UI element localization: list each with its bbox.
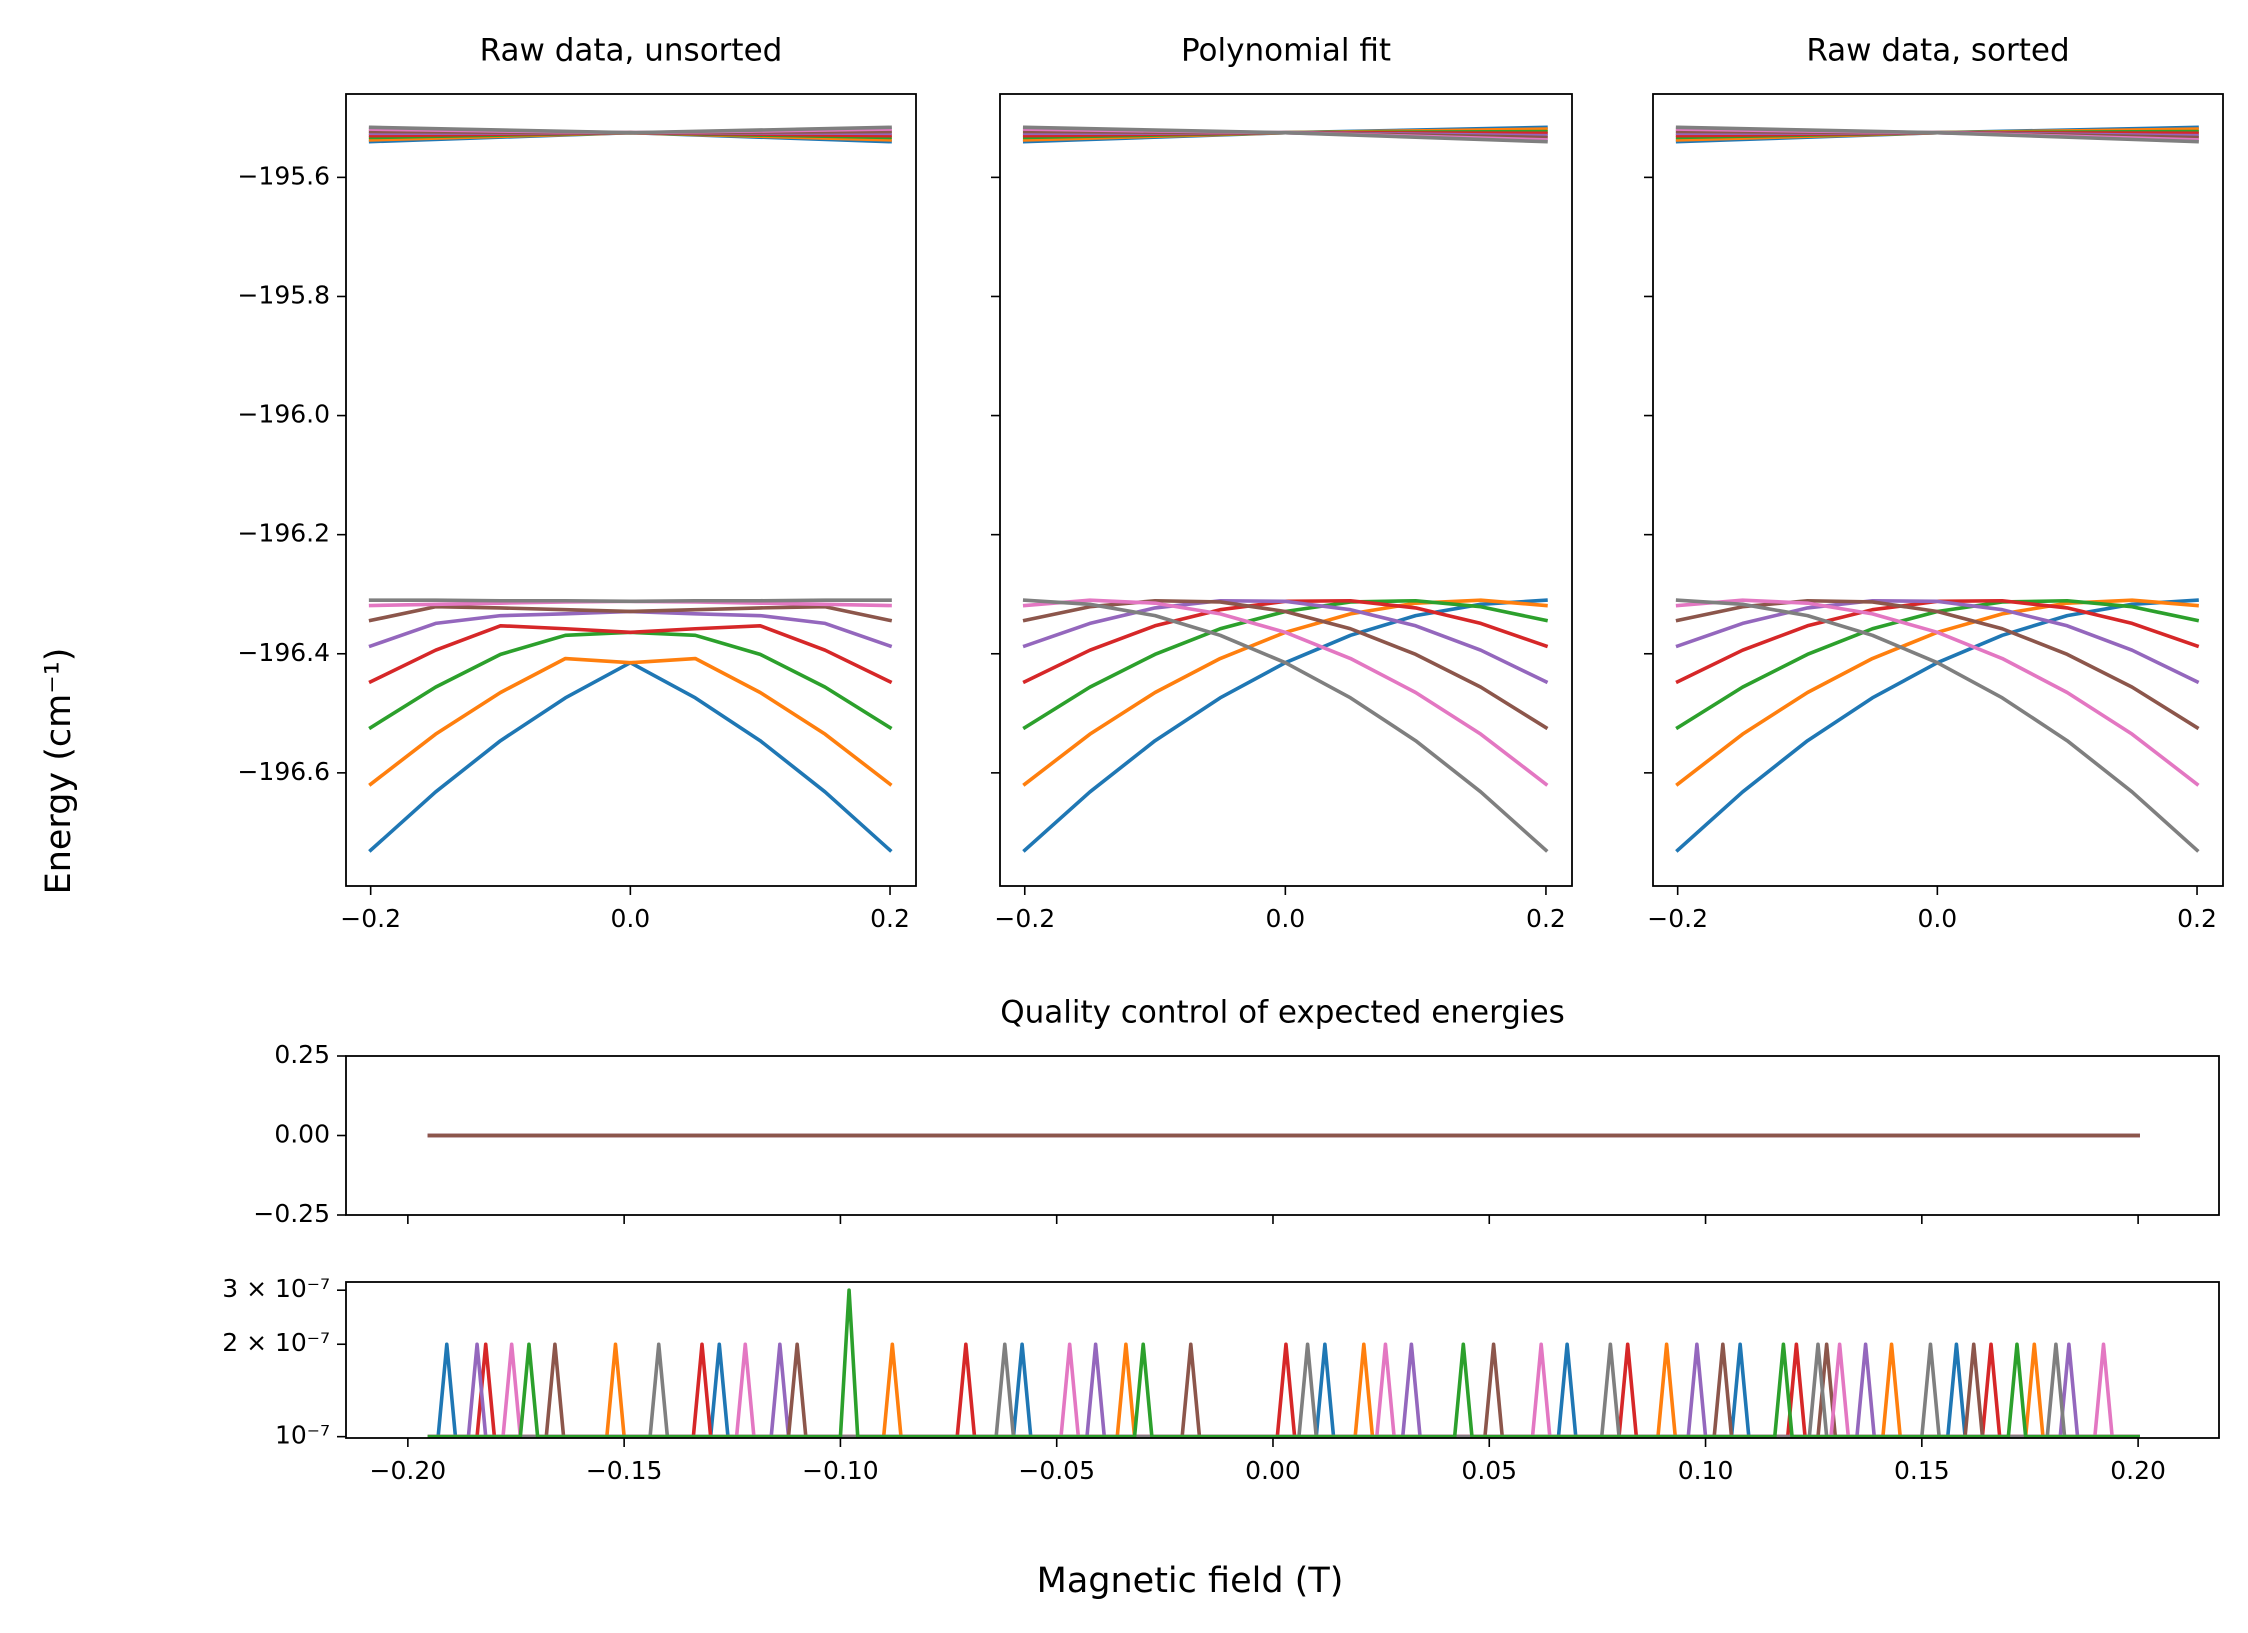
x-tick-label: 0.00 <box>1245 1456 1301 1485</box>
axes-frame <box>345 93 917 887</box>
series-line <box>368 598 892 604</box>
x-tick-label: 0.0 <box>1265 904 1305 933</box>
y-tick-label: −195.6 <box>237 161 330 190</box>
x-tick-label: 0.15 <box>1894 1456 1950 1485</box>
plot-area <box>427 1288 2140 1438</box>
series-line <box>1022 598 1549 787</box>
x-tick-label: 0.05 <box>1461 1456 1517 1485</box>
series-line <box>1675 598 2200 731</box>
x-tick-label: 0.2 <box>870 904 910 933</box>
y-tick-label: −196.6 <box>237 757 330 786</box>
axes-frame <box>999 93 1573 887</box>
subplot: Raw data, unsorted −0.2 0.0 0.2 −195.6 −195.8… <box>237 33 917 933</box>
subplot-title: Raw data, sorted <box>1806 33 2069 69</box>
y-tick-label: −195.8 <box>237 280 330 309</box>
series-line <box>427 1342 2140 1438</box>
y-tick-label: −0.25 <box>253 1199 330 1228</box>
plot-area <box>1022 125 1549 853</box>
series-line <box>368 609 893 649</box>
x-tick-label: 0.0 <box>1917 904 1957 933</box>
series-line <box>1675 598 2200 853</box>
x-tick-label: −0.05 <box>1018 1456 1095 1485</box>
x-tick-label: −0.2 <box>994 904 1055 933</box>
axes-frame <box>345 1281 2220 1439</box>
subplot-title: Polynomial fit <box>1181 33 1391 69</box>
series-line <box>368 604 893 623</box>
series-line <box>1675 598 2200 787</box>
series-line <box>1022 598 1549 853</box>
series-line <box>1675 125 2199 144</box>
x-tick-label: −0.2 <box>1647 904 1708 933</box>
y-tick-label: 0.00 <box>274 1120 330 1149</box>
x-axis-label: Magnetic field (T) <box>1037 1561 1344 1601</box>
series-line <box>1022 598 1548 787</box>
x-tick-label: −0.15 <box>586 1456 663 1485</box>
series-line <box>1022 598 1549 731</box>
series-line <box>1675 598 2199 787</box>
y-tick-label: −196.2 <box>237 519 330 548</box>
series-line <box>1022 598 1549 685</box>
subplot: Polynomial fit −0.2 0.0 0.2 <box>991 33 1573 933</box>
y-tick-label: −196.0 <box>237 400 330 429</box>
axes-frame <box>1652 93 2224 887</box>
x-tick-label: −0.2 <box>340 904 401 933</box>
subplot: Quality control of expected energies −0.2… <box>253 995 2220 1228</box>
series-line <box>368 623 893 685</box>
x-tick-label: −0.20 <box>370 1456 447 1485</box>
series-line <box>368 125 892 135</box>
series-line <box>427 1288 2140 1438</box>
x-tick-label: 0.2 <box>2177 904 2217 933</box>
series-line <box>1675 598 2200 685</box>
subplot-title: Quality control of expected energies <box>1000 995 1565 1031</box>
x-tick-label: 0.0 <box>610 904 650 933</box>
y-tick-label: 3 × 10⁻⁷ <box>222 1274 330 1303</box>
x-tick-label: −0.10 <box>802 1456 879 1485</box>
subplot: −0.20 −0.15 −0.10 −0.05 0.00 0.05 0.10 0.15 0.20… <box>222 1274 2220 1485</box>
x-tick-label: 0.20 <box>2110 1456 2166 1485</box>
plot-area <box>368 125 893 853</box>
y-tick-label: 2 × 10⁻⁷ <box>222 1328 330 1357</box>
y-tick-label: 0.25 <box>274 1040 330 1069</box>
y-axis-label: Energy (cm⁻¹) <box>39 648 79 895</box>
x-tick-label: 0.10 <box>1678 1456 1734 1485</box>
x-tick-label: 0.2 <box>1526 904 1566 933</box>
plot-area <box>1675 125 2200 853</box>
subplot: Raw data, sorted −0.2 0.0 0.2 <box>1644 33 2224 933</box>
axes-frame <box>345 1055 2220 1216</box>
y-tick-label: 10⁻⁷ <box>275 1421 330 1450</box>
series-line <box>368 656 893 787</box>
series-line <box>368 660 893 853</box>
y-tick-label: −196.4 <box>237 638 330 667</box>
subplot-title: Raw data, unsorted <box>480 33 783 69</box>
series-line <box>1022 125 1548 144</box>
